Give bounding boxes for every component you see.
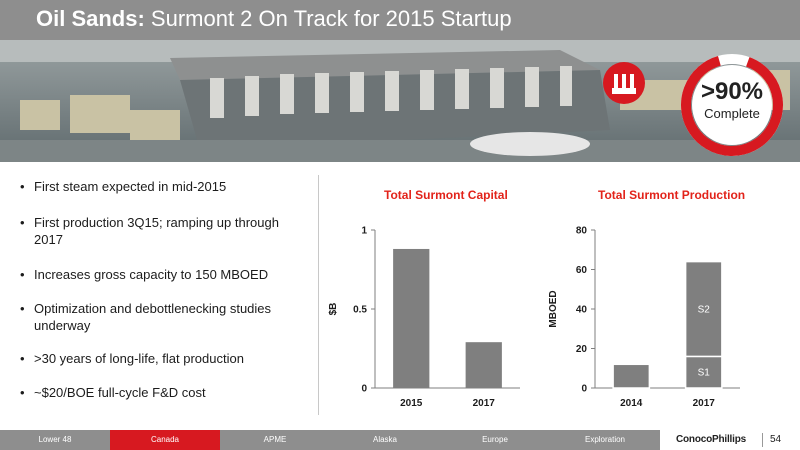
y-axis-label: $B: [328, 303, 339, 316]
bullet-item: Optimization and debottlenecking studies…: [20, 300, 310, 334]
bullet-item: >30 years of long-life, flat production: [20, 350, 244, 367]
y-tick-label: 20: [576, 344, 588, 355]
x-tick-label: 2017: [693, 398, 716, 409]
segment-label: S1: [698, 368, 711, 379]
completion-label: Complete: [704, 106, 760, 121]
ring-center: [692, 65, 772, 145]
y-tick-label: 40: [576, 305, 588, 316]
title-bar: Oil Sands: Surmont 2 On Track for 2015 S…: [0, 0, 800, 40]
page-separator: [762, 433, 763, 447]
nav-alaska[interactable]: Alaska: [372, 435, 397, 444]
x-tick-label: 2017: [473, 398, 496, 409]
nav-exploration[interactable]: Exploration: [584, 435, 626, 444]
x-tick-label: 2014: [620, 398, 643, 409]
bullet-item: First steam expected in mid-2015: [20, 178, 226, 195]
bar-segment: [684, 260, 723, 358]
footer-nav: Lower 48 Canada APME Alaska Europe Explo…: [0, 430, 660, 450]
x-tick-label: 2015: [400, 398, 423, 409]
nav-apme[interactable]: APME: [263, 435, 287, 444]
segment-label: S2: [698, 305, 711, 316]
y-tick-label: 80: [576, 226, 588, 237]
facility-photo: [0, 40, 800, 162]
bullet-item: Increases gross capacity to 150 MBOED: [20, 266, 268, 283]
production-chart-title: Total Surmont Production: [598, 188, 746, 202]
bar-segment: [684, 355, 723, 389]
completion-ring: >90% Complete: [677, 50, 787, 160]
capital-chart: $B 0 0.5 1 2015 2017: [320, 210, 540, 420]
page-title: Oil Sands: Surmont 2 On Track for 2015 S…: [36, 6, 512, 31]
bar: [465, 342, 502, 388]
bullet-item: ~$20/BOE full-cycle F&D cost: [20, 384, 206, 401]
y-axis-label: MBOED: [548, 290, 559, 327]
bar-segment: [612, 363, 651, 389]
production-chart-svg: MBOED 0 20 40 60 80 2014 S1 S2 2017: [548, 226, 740, 409]
nav-europe[interactable]: Europe: [482, 435, 508, 444]
bar: [393, 248, 430, 388]
column-divider: [318, 175, 319, 415]
capital-chart-svg: $B 0 0.5 1 2015 2017: [328, 226, 520, 409]
nav-canada[interactable]: Canada: [110, 430, 220, 450]
y-tick-label: 1: [361, 226, 367, 237]
y-tick-label: 0: [581, 384, 587, 395]
brand-logo: ConocoPhillips: [676, 434, 746, 445]
y-tick-label: 0: [361, 384, 367, 395]
completion-percent: >90%: [700, 78, 764, 105]
capital-chart-title: Total Surmont Capital: [384, 188, 508, 202]
facility-icon: [603, 62, 645, 104]
y-tick-label: 60: [576, 265, 588, 276]
production-chart: MBOED 0 20 40 60 80 2014 S1 S2 2017: [540, 210, 760, 420]
ring-progress: [681, 55, 783, 156]
bullet-item: First production 3Q15; ramping up throug…: [20, 214, 310, 248]
page-number: 54: [770, 434, 782, 445]
y-tick-label: 0.5: [353, 305, 367, 316]
nav-lower-48[interactable]: Lower 48: [38, 435, 72, 444]
